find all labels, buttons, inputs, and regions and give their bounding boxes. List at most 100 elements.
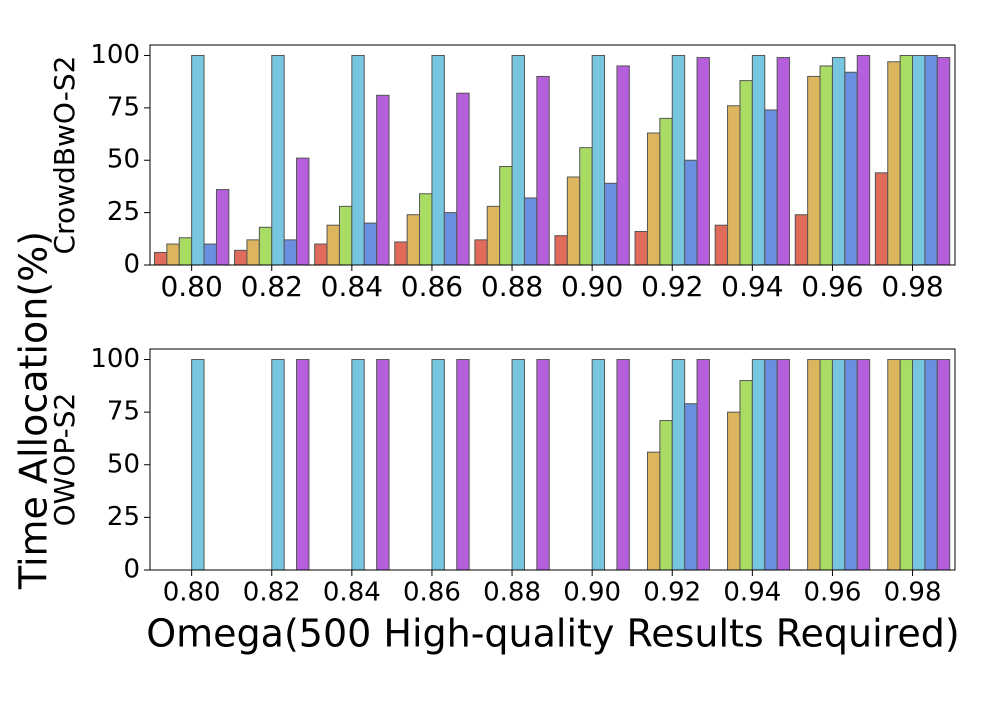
- x-tick-label: 0.94: [723, 578, 781, 608]
- bar: [819, 65, 833, 266]
- bar: [794, 214, 809, 266]
- bar: [616, 65, 630, 266]
- panel-y-axis-label: CrowdBwO-S2: [48, 56, 81, 255]
- bar: [936, 359, 951, 571]
- y-tick-label: 0: [123, 250, 140, 280]
- bar: [363, 222, 378, 266]
- chart-panel-1: 0 25 50 75 100 0.80 0.82 0.84 0.86 0.88 0.90 0.92 0.…: [48, 40, 956, 303]
- bar: [696, 57, 710, 266]
- bar: [831, 57, 846, 266]
- y-tick-label: 25: [107, 502, 140, 532]
- panel-y-axis-label: OWOP-S2: [48, 393, 81, 527]
- bar: [912, 359, 926, 571]
- bar: [591, 359, 606, 571]
- bar: [887, 61, 901, 266]
- x-tick-label: 0.88: [481, 270, 543, 303]
- bar: [671, 359, 686, 571]
- bar: [419, 193, 433, 266]
- bar: [536, 75, 550, 266]
- bar: [271, 54, 285, 266]
- bar: [684, 159, 698, 266]
- bar: [819, 359, 833, 571]
- y-tick-label: 50: [107, 145, 140, 175]
- x-tick-label: 0.86: [401, 270, 463, 303]
- figure-y-axis-label: Time Allocation(%): [12, 231, 56, 590]
- plot-frame: [149, 44, 956, 266]
- bar: [296, 157, 310, 266]
- x-tick-label: 0.80: [160, 270, 222, 303]
- bar: [499, 166, 513, 266]
- y-tick-label: 75: [107, 92, 140, 122]
- bar: [646, 132, 661, 266]
- bar: [887, 359, 901, 571]
- bar: [684, 403, 698, 571]
- bar: [659, 117, 673, 266]
- y-tick-label: 25: [107, 197, 140, 227]
- bar: [258, 226, 273, 266]
- bar: [296, 359, 310, 571]
- x-tick-label: 0.96: [801, 270, 863, 303]
- bar: [591, 54, 606, 266]
- bar: [351, 54, 365, 266]
- x-tick-label: 0.90: [563, 578, 621, 608]
- bar: [776, 57, 791, 266]
- bar: [511, 54, 525, 266]
- bar: [807, 75, 821, 266]
- y-tick-label: 100: [90, 40, 140, 70]
- bar: [604, 182, 618, 266]
- bar: [874, 172, 889, 266]
- bar: [351, 359, 365, 571]
- bar: [536, 359, 550, 571]
- bar: [924, 54, 938, 266]
- bar: [751, 54, 766, 266]
- x-tick-label: 0.82: [243, 578, 301, 608]
- bar: [739, 80, 753, 266]
- bar: [178, 237, 193, 266]
- bar: [376, 359, 390, 571]
- x-tick-label: 0.84: [321, 270, 383, 303]
- bar: [554, 235, 568, 266]
- bar: [443, 212, 458, 266]
- bar: [474, 239, 488, 266]
- bar: [751, 359, 766, 571]
- x-tick-label: 0.80: [163, 578, 221, 608]
- bar: [831, 359, 846, 571]
- x-tick-label: 0.90: [561, 270, 623, 303]
- bar: [394, 241, 408, 266]
- bar: [511, 359, 525, 571]
- bar: [153, 251, 168, 266]
- bar: [899, 359, 914, 571]
- bar: [646, 451, 661, 571]
- bar: [283, 239, 298, 266]
- bar: [616, 359, 630, 571]
- bar: [376, 94, 390, 266]
- bar: [659, 420, 673, 571]
- y-tick-label: 100: [90, 344, 140, 374]
- x-tick-label: 0.86: [403, 578, 461, 608]
- bar: [764, 109, 778, 266]
- x-tick-label: 0.92: [641, 270, 703, 303]
- bar: [234, 249, 248, 266]
- bar: [246, 239, 260, 266]
- x-tick-label: 0.94: [721, 270, 783, 303]
- bar: [856, 54, 871, 266]
- x-tick-label: 0.84: [323, 578, 381, 608]
- x-tick-label: 0.98: [881, 270, 943, 303]
- bar: [856, 359, 871, 571]
- bar: [912, 54, 926, 266]
- bar: [924, 359, 938, 571]
- bar: [271, 359, 285, 571]
- bar: [406, 214, 421, 266]
- bar: [899, 54, 914, 266]
- bar: [566, 176, 581, 266]
- bar: [191, 54, 205, 266]
- bar: [431, 54, 445, 266]
- bar: [936, 57, 951, 266]
- bar: [579, 147, 593, 266]
- bar: [671, 54, 686, 266]
- bar: [338, 205, 353, 266]
- figure-x-axis-label: Omega(500 High-quality Results Required): [146, 612, 960, 656]
- y-tick-label: 50: [107, 449, 140, 479]
